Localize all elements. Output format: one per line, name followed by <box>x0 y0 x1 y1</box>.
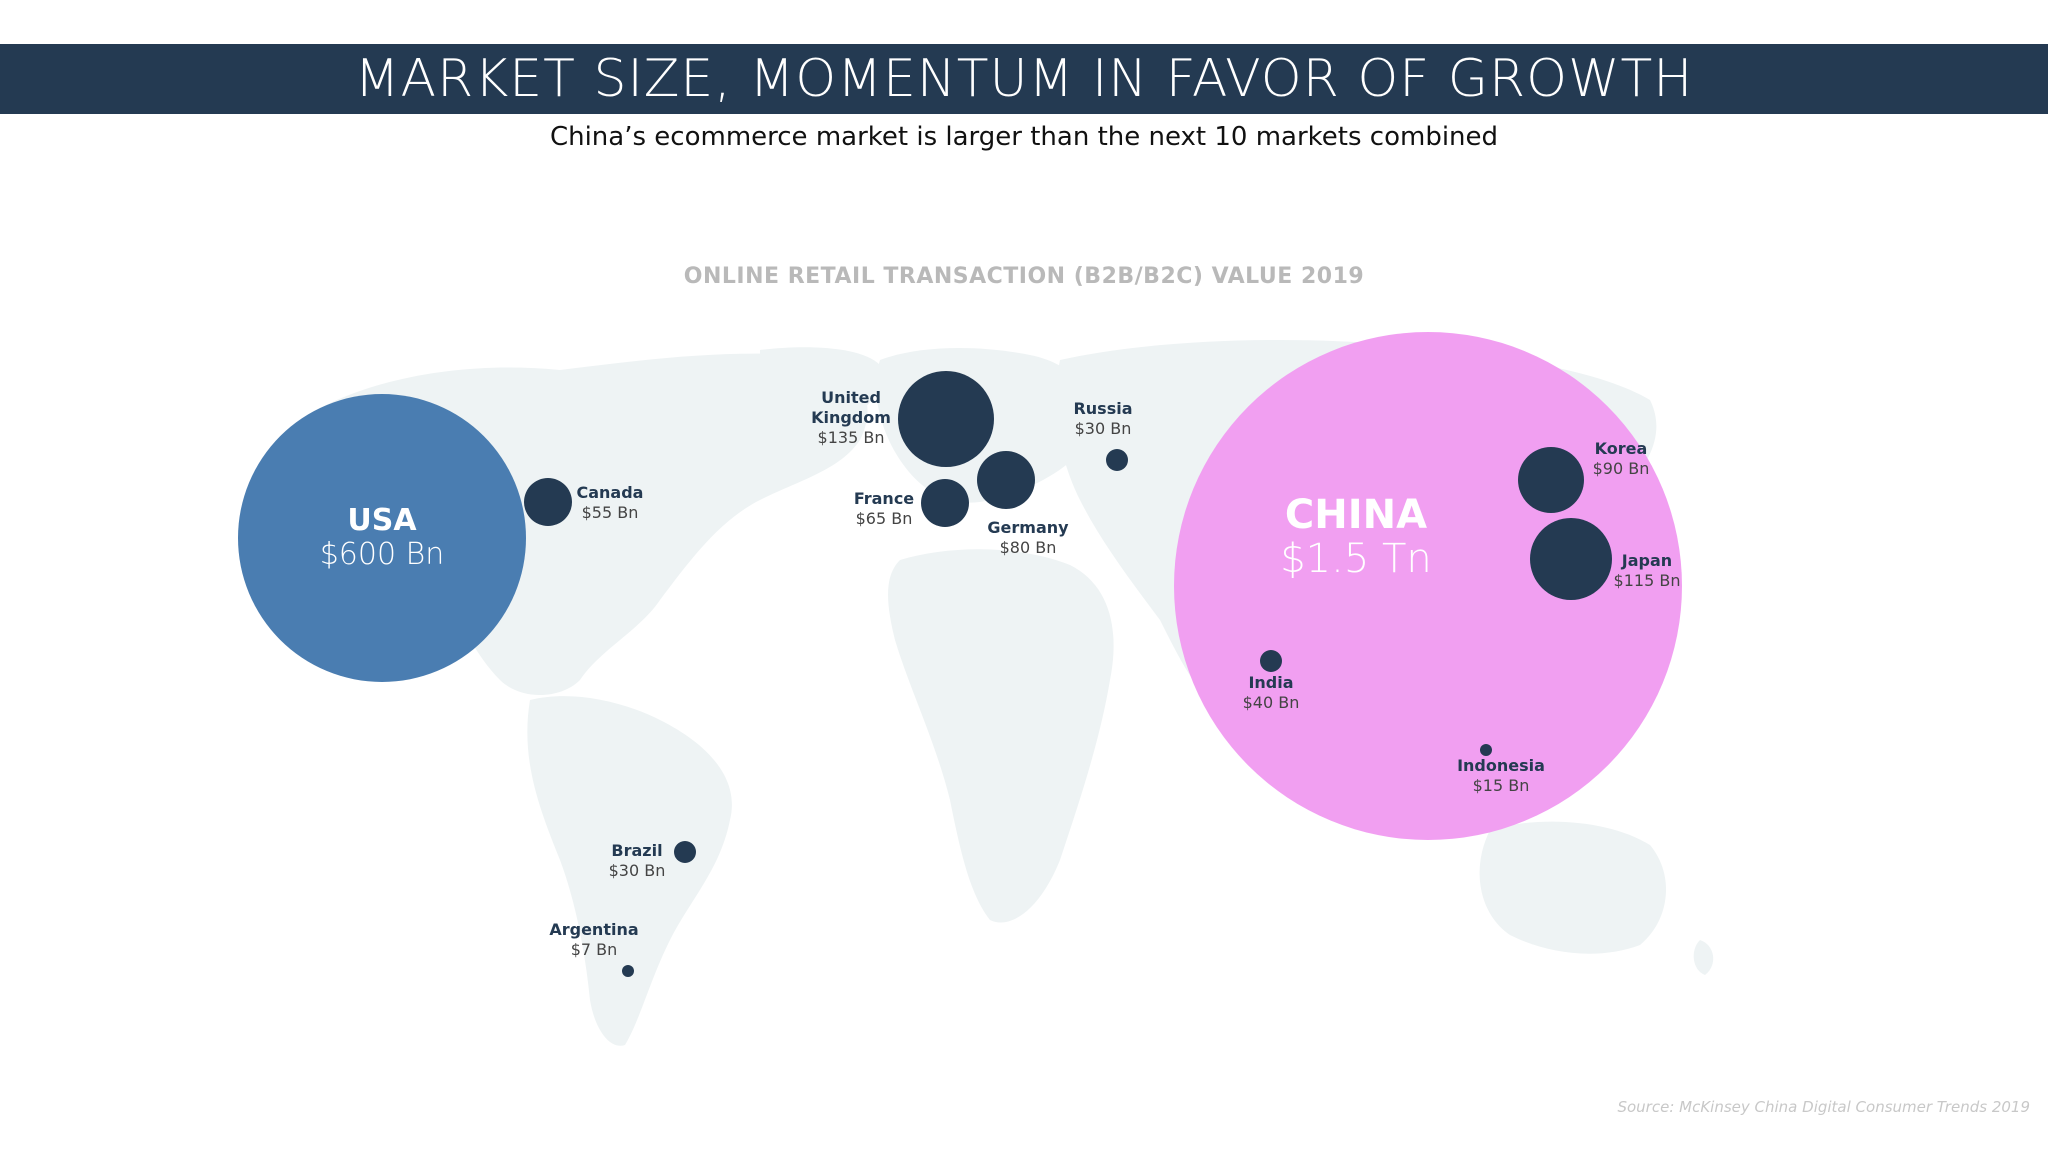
africa-shape <box>888 549 1114 923</box>
australia-shape <box>1479 821 1667 954</box>
bubble-brazil <box>674 841 696 863</box>
label-value-japan: $115 Bn <box>1614 571 1681 590</box>
label-name-korea: Korea <box>1595 439 1648 458</box>
label-value-korea: $90 Bn <box>1593 459 1650 478</box>
new-zealand-shape <box>1693 940 1714 975</box>
bubbles-layer: USA$600 Bn CHINA$1.5 Tn Canada$55 Bn United… <box>238 332 1682 977</box>
label-name-indonesia: Indonesia <box>1457 756 1545 775</box>
bubble-france <box>921 479 969 527</box>
source-note: Source: McKinsey China Digital Consumer … <box>1617 1098 2030 1116</box>
label-value-uk: $135 Bn <box>818 428 885 447</box>
bubble-usa <box>238 394 526 682</box>
label-value-usa: $600 Bn <box>320 537 445 572</box>
label-value-canada: $55 Bn <box>582 503 639 522</box>
label-value-france: $65 Bn <box>856 509 913 528</box>
label-value-germany: $80 Bn <box>1000 538 1057 557</box>
label-name-france: France <box>854 489 914 508</box>
bubble-korea <box>1518 447 1584 513</box>
bubble-japan <box>1530 518 1612 600</box>
bubble-indonesia <box>1480 744 1492 756</box>
bubble-india <box>1260 650 1282 672</box>
bubble-canada <box>524 478 572 526</box>
bubble-uk <box>898 371 994 467</box>
bubble-russia <box>1106 449 1128 471</box>
label-name-india: India <box>1248 673 1293 692</box>
label-value-india: $40 Bn <box>1243 693 1300 712</box>
page-subtitle: China’s ecommerce market is larger than … <box>549 122 1499 152</box>
label-name-japan: Japan <box>1621 551 1672 570</box>
label-value-china: $1.5 Tn <box>1280 536 1432 582</box>
label-name-uk: United Kingdom <box>811 388 891 427</box>
label-name-canada: Canada <box>577 483 644 502</box>
label-name-argentina: Argentina <box>549 920 638 939</box>
page-title: MARKET SIZE, MOMENTUM IN FAVOR OF GROWTH <box>354 49 1694 109</box>
label-name-china: CHINA <box>1285 492 1427 538</box>
label-value-indonesia: $15 Bn <box>1473 776 1530 795</box>
label-name-usa: USA <box>347 503 417 538</box>
label-name-russia: Russia <box>1073 399 1132 418</box>
chart-title: ONLINE RETAIL TRANSACTION (B2B/B2C) VALU… <box>683 264 1365 289</box>
label-value-russia: $30 Bn <box>1075 419 1132 438</box>
label-value-brazil: $30 Bn <box>609 861 666 880</box>
south-america-shape <box>527 696 732 1046</box>
label-value-argentina: $7 Bn <box>571 940 618 959</box>
greenland-shape <box>760 347 881 425</box>
label-name-germany: Germany <box>987 518 1069 537</box>
title-bar: MARKET SIZE, MOMENTUM IN FAVOR OF GROWTH <box>0 44 2048 114</box>
bubble-germany <box>977 451 1035 509</box>
label-name-brazil: Brazil <box>611 841 662 860</box>
bubble-china <box>1174 332 1682 840</box>
bubble-argentina <box>622 965 634 977</box>
